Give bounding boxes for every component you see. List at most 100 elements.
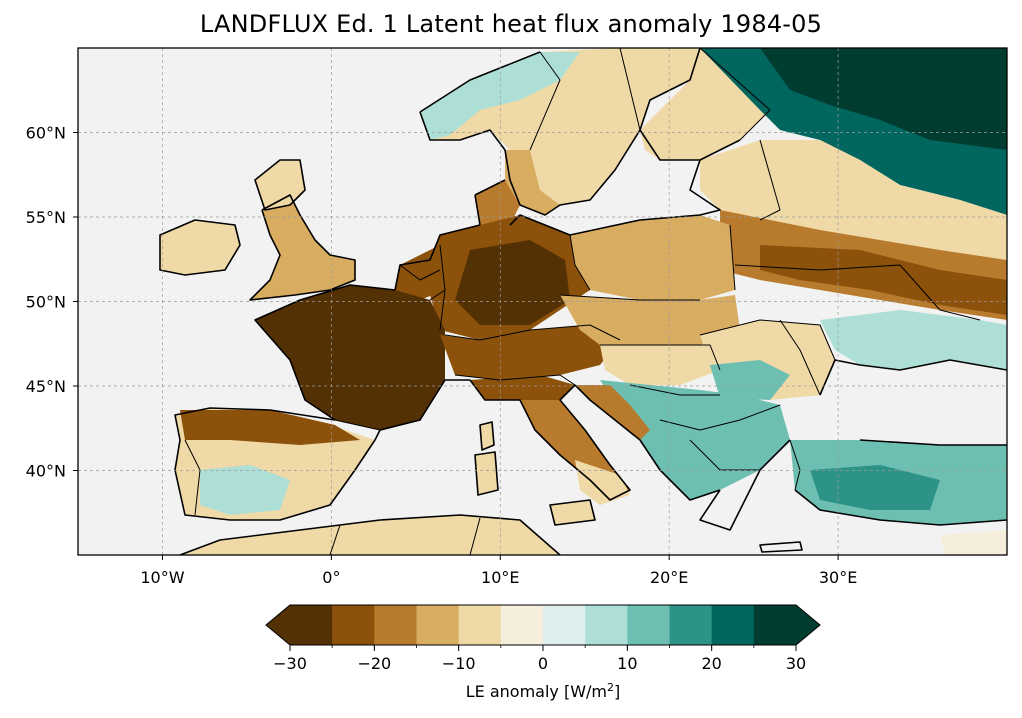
colorbar: −30 −20 −10 0 10 20 30 LE anomaly [W/m2] xyxy=(265,604,821,701)
colorbar-tick-label: 0 xyxy=(538,654,548,673)
coast-ireland xyxy=(159,219,241,276)
region-hungary xyxy=(600,345,720,385)
colorbar-bin xyxy=(669,605,713,645)
region-sicily xyxy=(550,500,595,525)
coast-scandinavia xyxy=(419,48,701,216)
lat-tick-label: 50°N xyxy=(26,293,66,312)
colorbar-bin xyxy=(753,605,797,645)
region-corsica xyxy=(480,422,494,450)
colorbar-extend-high xyxy=(796,605,820,645)
region-romania-wet xyxy=(710,360,790,400)
lon-tick-label: 20°E xyxy=(650,568,688,587)
border-north-africa xyxy=(329,517,481,555)
region-ireland xyxy=(160,220,240,275)
lon-tick-label: 30°E xyxy=(819,568,857,587)
region-france xyxy=(255,285,445,430)
border-poland-germany xyxy=(569,234,591,291)
colorbar-bin xyxy=(627,605,670,645)
border-baltic-russia xyxy=(759,139,781,221)
region-scotland xyxy=(255,160,305,210)
border-balkans-3 xyxy=(689,439,760,471)
region-ukraine-south xyxy=(820,310,1007,370)
colorbar-bin xyxy=(585,605,628,645)
coast-black-sea xyxy=(819,359,1007,446)
gridlines xyxy=(78,48,1007,555)
lat-tick-label: 45°N xyxy=(26,377,66,396)
border-czech xyxy=(559,294,700,301)
colorbar-label: LE anomaly [W/m2] xyxy=(466,681,621,701)
border-hungary xyxy=(600,344,721,371)
colorbar-bin xyxy=(500,605,544,645)
region-central xyxy=(560,295,740,350)
coast-med-france xyxy=(379,379,470,431)
border-sweden-finland xyxy=(619,48,641,131)
latitude-labels: 40°N 45°N 50°N 55°N 60°N xyxy=(26,124,78,481)
colorbar-bins xyxy=(290,605,797,645)
land-regions xyxy=(160,48,1007,555)
map-content xyxy=(78,48,1007,555)
lat-tick-label: 60°N xyxy=(26,124,66,143)
region-germany-core xyxy=(455,240,570,325)
colorbar-tick-label: −10 xyxy=(442,654,476,673)
border-poland-east xyxy=(729,224,736,291)
coast-north-sea xyxy=(394,224,481,291)
colorbar-tick-label: 30 xyxy=(786,654,806,673)
colorbar-tick-label: −30 xyxy=(273,654,307,673)
colorbar-tick-label: −20 xyxy=(357,654,391,673)
coast-finland xyxy=(639,129,741,161)
coast-italy xyxy=(469,379,631,501)
region-ukraine-north xyxy=(760,245,1007,315)
map-title: LANDFLUX Ed. 1 Latent heat flux anomaly … xyxy=(199,10,823,38)
coast-north-africa xyxy=(179,514,561,555)
coast-great-britain xyxy=(249,159,356,301)
lat-tick-label: 55°N xyxy=(26,208,66,227)
region-turkey-dark xyxy=(810,465,940,510)
region-baltics xyxy=(700,140,1007,260)
border-finland-russia xyxy=(699,48,771,141)
region-poland xyxy=(570,215,735,300)
longitude-labels: 10°W 0° 10°E 20°E 30°E xyxy=(140,555,857,587)
colorbar-tick-label: 10 xyxy=(617,654,637,673)
region-denmark xyxy=(475,180,520,225)
region-alps xyxy=(440,325,620,380)
lon-tick-label: 10°E xyxy=(481,568,519,587)
border-spain-portugal xyxy=(184,439,201,516)
border-turkey xyxy=(789,439,801,491)
coast-greece xyxy=(699,439,791,531)
region-italy-north xyxy=(470,375,575,400)
region-sardinia xyxy=(475,452,498,495)
region-italy-south xyxy=(575,460,630,505)
lon-tick-label: 10°W xyxy=(140,568,184,587)
border-norway-sweden xyxy=(529,51,561,151)
coast-turkey-south xyxy=(794,489,1007,526)
country-borders xyxy=(184,48,981,555)
colorbar-extend-low xyxy=(266,605,290,645)
colorbar-bin xyxy=(543,605,586,645)
colorbar-tick-label: 20 xyxy=(701,654,721,673)
colorbar-bin xyxy=(332,605,375,645)
colorbar-bin xyxy=(458,605,502,645)
colorbar-bin xyxy=(416,605,460,645)
colorbar-bin xyxy=(290,605,333,645)
region-north-africa-2 xyxy=(940,530,1007,555)
region-iberia-wet xyxy=(200,465,290,515)
border-romania xyxy=(699,319,836,361)
region-benelux xyxy=(395,245,445,300)
coast-sicily xyxy=(549,499,596,526)
border-balkans-2 xyxy=(659,404,781,431)
coast-iberia xyxy=(174,407,381,521)
coast-baltic xyxy=(509,159,721,236)
region-iberia-north xyxy=(180,410,360,445)
border-moldova xyxy=(779,319,821,396)
region-sweden-south xyxy=(505,150,560,215)
coast-adriatic xyxy=(574,384,721,501)
border-russia-ukraine xyxy=(899,264,981,321)
region-great-britain xyxy=(250,195,355,300)
region-north-africa xyxy=(180,515,560,555)
colorbar-bin xyxy=(374,605,417,645)
lat-tick-label: 40°N xyxy=(26,462,66,481)
region-croatia xyxy=(575,385,650,440)
coast-crete xyxy=(759,541,803,553)
border-balkans-1 xyxy=(629,384,720,396)
